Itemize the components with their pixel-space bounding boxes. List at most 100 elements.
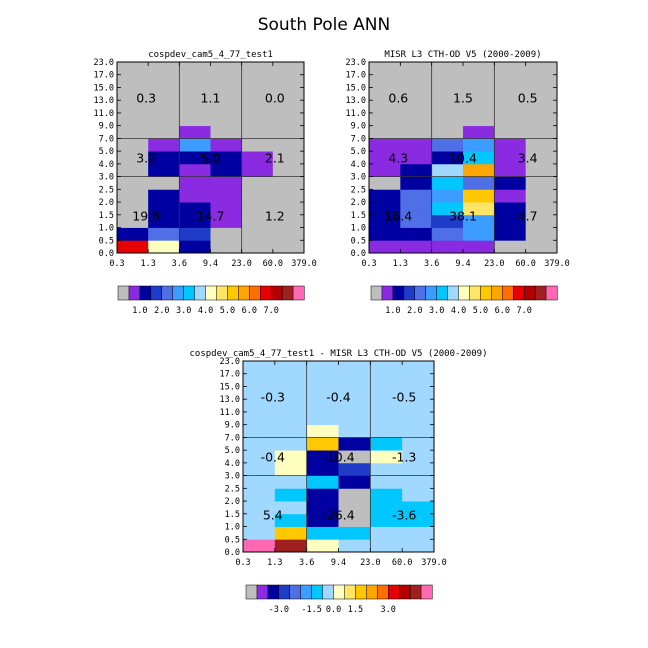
colorbar-label: 6.0 [242,306,257,316]
heatmap-cell [402,361,435,375]
heatmap-cell [525,214,558,228]
heatmap-cell [306,373,339,387]
heatmap-cell [369,100,401,114]
y-tick-label: 3.0 [225,472,240,482]
heatmap-cell [402,424,435,438]
x-tick-label: 23.0 [360,558,380,568]
heatmap-cell [431,176,464,190]
heatmap-cell [431,189,464,203]
heatmap-cell [274,399,308,413]
heatmap-cell [243,424,276,438]
heatmap-cell [402,386,435,400]
colorbar-box [377,584,389,600]
heatmap-cell [272,176,305,190]
heatmap-cell [525,151,558,165]
region-value-label: 5.4 [263,508,283,523]
heatmap-cell [525,62,558,76]
panel-difference: cospdev_cam5_4_77_test1 - MISR L3 CTH-OD… [189,349,487,615]
colorbar-box [355,584,367,600]
colorbar-box [403,285,416,301]
heatmap-cell [431,112,464,127]
colorbar-box [259,285,272,301]
y-tick-label: 13.0 [94,96,114,106]
x-tick-label: 379.0 [421,558,447,568]
heatmap-cell [243,399,276,413]
heatmap-cell [402,513,435,527]
heatmap-cell [243,475,276,489]
heatmap-cell [306,437,339,451]
region-value-label: 14.7 [197,209,225,224]
heatmap-cell [369,125,401,139]
heatmap-cell [241,202,274,216]
heatmap-cell [402,411,435,426]
panel-title: MISR L3 CTH-OD V5 (2000-2009) [384,50,541,60]
region-value-label: 5.0 [201,150,221,165]
heatmap-cell [370,475,403,489]
heatmap-cell [369,74,401,88]
heatmap-cell [117,240,149,254]
heatmap-cell [306,361,339,375]
heatmap-cell [400,62,433,76]
y-tick-label: 15.0 [220,382,240,392]
colorbar-box [292,285,305,301]
heatmap-cell [179,202,211,216]
y-tick-label: 0.0 [225,548,240,558]
heatmap-cell [402,450,435,464]
colorbar-box [366,584,378,600]
heatmap-cell [148,138,180,152]
heatmap-cell [179,138,211,152]
region-value-label: -0.4 [326,389,350,404]
y-tick-label: 23.0 [94,58,114,68]
colorbar-label: 3.0 [176,306,191,316]
heatmap-cell [272,189,305,203]
heatmap-cell [241,151,274,165]
heatmap-cell [525,138,558,152]
heatmap-cell [369,176,401,190]
region-value-label: -0.4 [261,449,285,464]
panel-title: cospdev_cam5_4_77_test1 - MISR L3 CTH-OD… [189,349,487,359]
heatmap-cell [272,151,305,165]
heatmap-cell [494,62,527,76]
colorbar-box [392,285,405,301]
heatmap-cell [241,112,274,127]
region-value-label: 0.3 [136,90,156,105]
heatmap-cell [525,125,558,139]
heatmap-cell [431,227,464,241]
y-tick-label: 1.5 [225,510,240,520]
heatmap-cell [494,151,527,165]
heatmap-cell [369,151,401,165]
heatmap-cell [400,189,433,203]
region-value-label: -0.3 [261,389,285,404]
heatmap-cell [210,100,243,114]
region-value-label: -26.4 [322,508,354,523]
heatmap-cell [369,112,401,127]
heatmap-cell [494,214,527,228]
heatmap-cell [148,227,180,241]
heatmap-cell [431,202,464,216]
colorbar-box [183,285,196,301]
heatmap-cell [306,501,339,515]
heatmap-cell [210,138,243,152]
y-tick-label: 9.0 [351,122,366,132]
heatmap-cell [272,138,305,152]
region-value-label: 1.2 [265,209,285,224]
heatmap-cell [117,202,149,216]
colorbar-box [409,584,422,600]
heatmap-cell [338,386,371,400]
heatmap-cell [243,437,276,451]
heatmap-cell [400,202,433,216]
y-tick-label: 4.0 [99,160,114,170]
heatmap-cell [274,411,308,426]
heatmap-cell [243,450,276,464]
heatmap-cell [241,62,274,76]
heatmap-cell [272,227,305,241]
colorbar-box [370,285,383,301]
heatmap-cell [525,74,558,88]
region-value-label: 1.5 [453,90,473,105]
y-tick-label: 1.5 [99,211,114,221]
colorbar-box [344,584,356,600]
heatmap-cell [431,138,464,152]
heatmap-cell [370,424,403,438]
colorbar-box [311,584,324,600]
colorbar-label: 5.0 [220,306,235,316]
